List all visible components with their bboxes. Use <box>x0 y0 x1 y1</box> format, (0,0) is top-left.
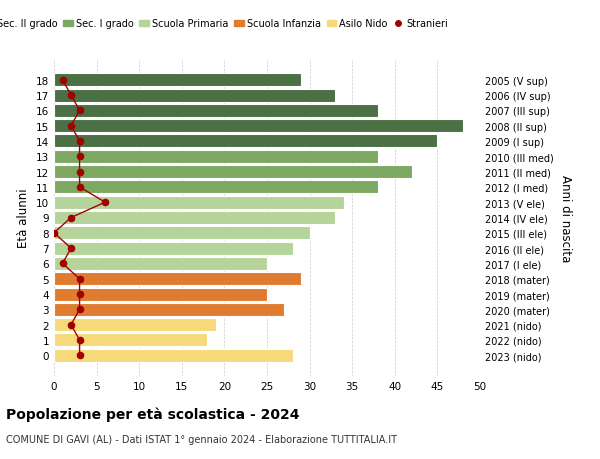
Point <box>75 275 85 283</box>
Bar <box>54 181 378 194</box>
Point <box>100 199 110 207</box>
Point <box>58 77 67 84</box>
Bar <box>54 334 208 347</box>
Bar <box>54 212 335 224</box>
Point <box>75 107 85 115</box>
Point <box>75 153 85 161</box>
Bar <box>54 196 344 209</box>
Point <box>66 321 76 329</box>
Bar <box>54 166 412 179</box>
Point <box>75 352 85 359</box>
Text: Popolazione per età scolastica - 2024: Popolazione per età scolastica - 2024 <box>6 406 299 421</box>
Bar <box>54 319 216 331</box>
Y-axis label: Età alunni: Età alunni <box>17 188 31 248</box>
Point <box>66 123 76 130</box>
Bar <box>54 349 293 362</box>
Point <box>49 230 59 237</box>
Point <box>75 336 85 344</box>
Point <box>75 306 85 313</box>
Bar <box>54 273 301 285</box>
Bar <box>54 242 293 255</box>
Y-axis label: Anni di nascita: Anni di nascita <box>559 174 572 262</box>
Bar <box>54 288 267 301</box>
Point <box>66 245 76 252</box>
Bar <box>54 90 335 102</box>
Bar <box>54 151 378 163</box>
Bar <box>54 303 284 316</box>
Legend: Sec. II grado, Sec. I grado, Scuola Primaria, Scuola Infanzia, Asilo Nido, Stran: Sec. II grado, Sec. I grado, Scuola Prim… <box>0 16 452 33</box>
Bar <box>54 135 437 148</box>
Bar <box>54 105 378 118</box>
Point <box>58 260 67 268</box>
Bar <box>54 74 301 87</box>
Bar <box>54 257 267 270</box>
Point <box>75 138 85 146</box>
Point <box>75 184 85 191</box>
Text: COMUNE DI GAVI (AL) - Dati ISTAT 1° gennaio 2024 - Elaborazione TUTTITALIA.IT: COMUNE DI GAVI (AL) - Dati ISTAT 1° genn… <box>6 434 397 444</box>
Bar <box>54 227 310 240</box>
Bar <box>54 120 463 133</box>
Point <box>66 214 76 222</box>
Point <box>66 92 76 100</box>
Point <box>75 291 85 298</box>
Point <box>75 168 85 176</box>
